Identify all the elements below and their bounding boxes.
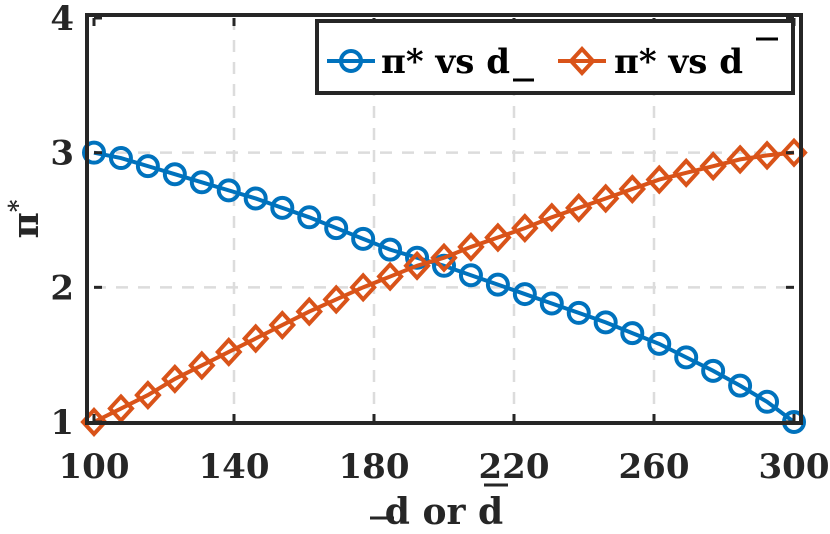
legend-box	[315, 19, 795, 95]
legend: π* vs d π* vs d	[315, 19, 795, 95]
data-point-circle	[647, 331, 672, 356]
data-point-circle	[270, 195, 295, 220]
data-point-circle	[755, 389, 780, 414]
x-label-var-under: d	[385, 491, 410, 533]
data-point-circle	[539, 291, 564, 316]
data-point-circle	[485, 272, 510, 297]
y-tick-label: 3	[50, 134, 74, 174]
legend-label-circle: π* vs d	[381, 42, 510, 82]
data-point-circle	[458, 263, 483, 288]
x-tick-label: 220	[479, 447, 550, 487]
label-layer: π* d or d	[3, 199, 508, 533]
x-tick-label: 140	[199, 447, 270, 487]
data-point-circle	[297, 205, 322, 230]
data-point-circle	[728, 373, 753, 398]
plot-area-frame	[85, 13, 803, 425]
x-tick-label: 180	[339, 447, 410, 487]
x-axis-label: d or d	[385, 491, 503, 533]
legend-marker-diamond	[568, 46, 596, 76]
data-point-circle	[243, 186, 268, 211]
y-tick-label: 2	[50, 268, 74, 308]
data-point-diamond	[699, 151, 727, 182]
data-point-circle	[324, 216, 349, 241]
data-point-circle	[566, 300, 591, 325]
data-point-circle	[701, 358, 726, 383]
data-point-diamond	[349, 272, 377, 303]
x-tick-label: 300	[759, 447, 830, 487]
data-point-circle	[593, 310, 618, 335]
data-point-diamond	[161, 363, 189, 394]
data-point-diamond	[241, 323, 270, 354]
tick-layer: 100 140 180 220 260 300 1 2 3 4	[50, 0, 829, 487]
data-point-diamond	[591, 183, 620, 214]
data-point-diamond	[565, 192, 593, 223]
data-point-diamond	[457, 231, 485, 262]
data-point-diamond	[511, 213, 539, 244]
data-point-diamond	[376, 261, 404, 292]
data-point-diamond	[726, 144, 754, 175]
x-tick-label: 260	[619, 447, 690, 487]
y-axis-label: π*	[3, 199, 47, 238]
x-tick-label: 100	[59, 447, 130, 487]
data-point-diamond	[188, 350, 216, 381]
data-point-circle	[620, 321, 645, 346]
data-point-diamond	[322, 284, 350, 315]
data-point-diamond	[618, 174, 647, 204]
legend-label-diamond: π* vs d	[614, 42, 743, 82]
data-point-circle	[674, 345, 699, 370]
x-label-var-over: d	[478, 491, 503, 533]
data-point-diamond	[134, 380, 162, 411]
data-point-diamond	[753, 140, 781, 171]
legend-marker-circle	[339, 49, 363, 73]
data-point-diamond	[295, 296, 323, 327]
data-point-circle	[135, 154, 160, 179]
data-point-diamond	[430, 242, 458, 273]
data-point-diamond	[268, 310, 297, 340]
data-point-diamond	[215, 337, 243, 367]
data-point-diamond	[645, 164, 673, 195]
data-point-diamond	[484, 222, 512, 253]
data-point-circle	[378, 237, 403, 262]
data-point-circle	[189, 170, 214, 195]
data-point-diamond	[107, 393, 135, 424]
data-point-diamond	[672, 157, 700, 188]
series-layer	[80, 137, 808, 437]
y-tick-label: 4	[50, 0, 74, 39]
data-point-circle	[351, 226, 376, 251]
data-point-circle	[162, 162, 187, 187]
data-point-diamond	[403, 250, 431, 281]
data-point-circle	[512, 282, 537, 307]
data-point-circle	[82, 140, 106, 165]
data-point-circle	[216, 178, 241, 203]
data-point-diamond	[538, 202, 566, 233]
x-label-or: or	[410, 491, 478, 533]
y-tick-label: 1	[50, 403, 74, 443]
data-point-circle	[108, 146, 133, 171]
